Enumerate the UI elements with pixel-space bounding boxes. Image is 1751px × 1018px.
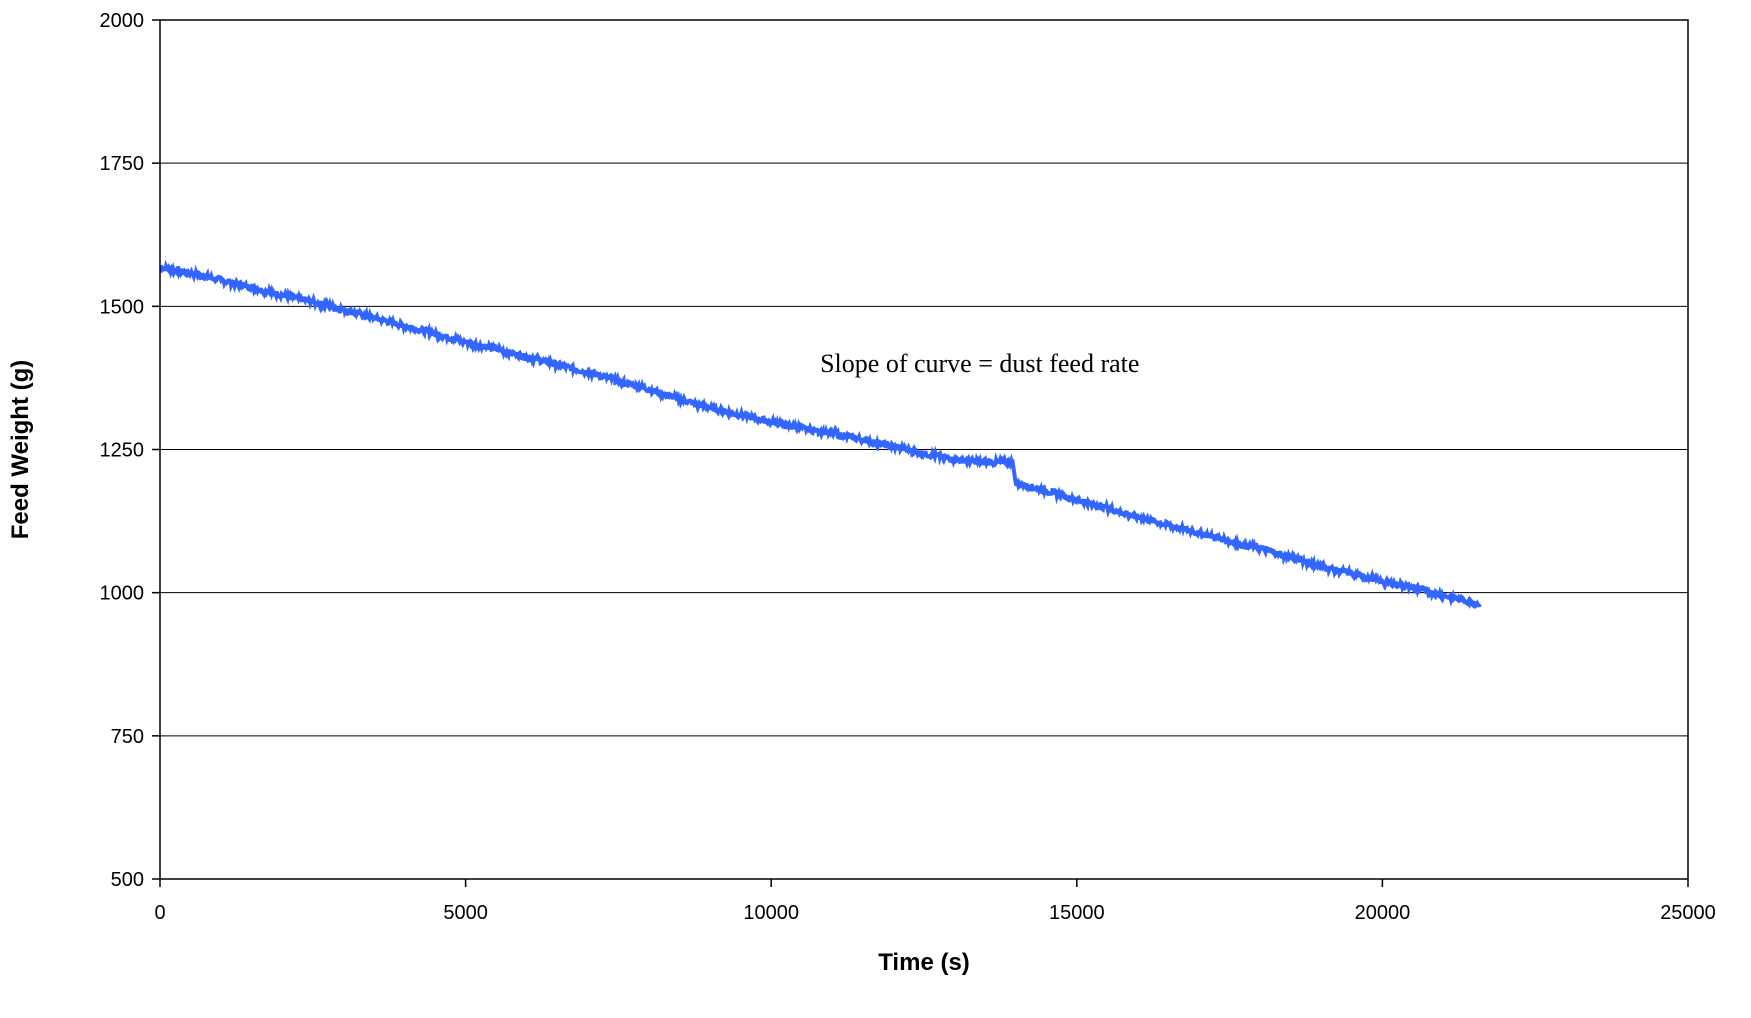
x-tick-label: 20000 bbox=[1355, 902, 1411, 924]
series-line bbox=[159, 259, 1482, 610]
y-tick-label: 1250 bbox=[100, 440, 145, 462]
y-axis-ticks: 500 750 1000 1250 1500 1750 2000 bbox=[100, 10, 160, 891]
x-tick-label: 5000 bbox=[443, 902, 488, 924]
x-tick-label: 15000 bbox=[1049, 902, 1105, 924]
x-tick-label: 10000 bbox=[743, 902, 799, 924]
x-axis-title: Time (s) bbox=[878, 949, 970, 976]
y-tick-label: 500 bbox=[111, 869, 144, 891]
y-tick-label: 750 bbox=[111, 726, 144, 748]
y-tick-label: 1750 bbox=[100, 153, 145, 175]
plot-frame bbox=[159, 19, 1689, 880]
x-tick-label: 0 bbox=[154, 902, 165, 924]
gridlines bbox=[160, 162, 1688, 737]
y-tick-label: 1500 bbox=[100, 296, 145, 318]
x-tick-label: 25000 bbox=[1660, 902, 1716, 924]
y-tick-label: 2000 bbox=[100, 10, 145, 32]
x-axis-ticks: 0 5000 10000 15000 20000 25000 bbox=[154, 879, 1716, 924]
chart-annotation: Slope of curve = dust feed rate bbox=[820, 349, 1139, 378]
y-axis-title: Feed Weight (g) bbox=[7, 360, 34, 540]
y-tick-label: 1000 bbox=[100, 583, 145, 605]
